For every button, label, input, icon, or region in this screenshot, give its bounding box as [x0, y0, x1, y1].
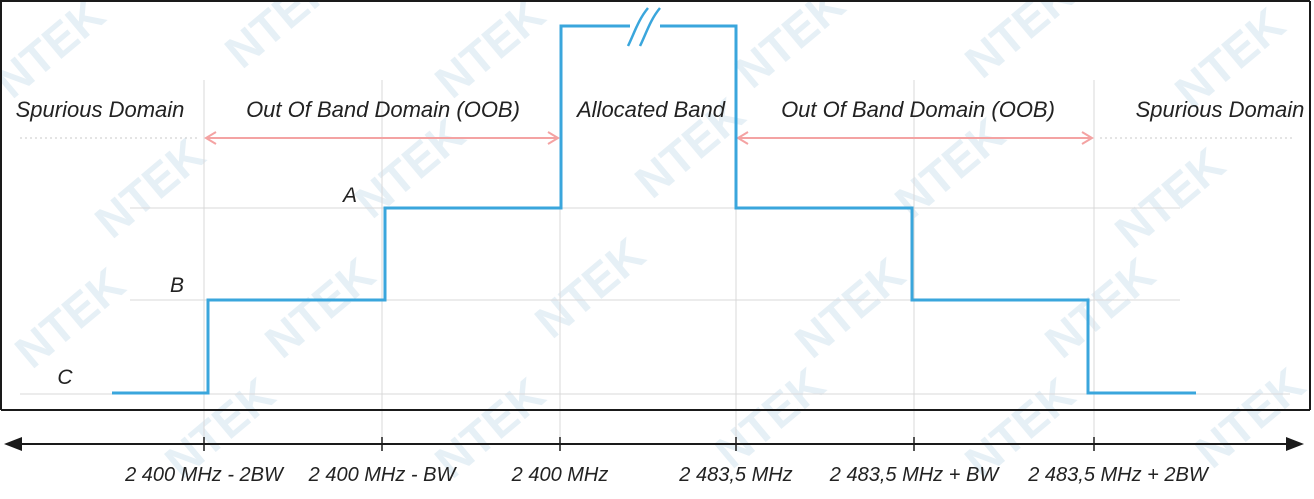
watermark-stamp: NTEK	[255, 248, 384, 368]
watermark-stamp: NTEK	[85, 128, 214, 248]
watermark-stamp: NTEK	[1185, 358, 1314, 478]
level-label-b: B	[170, 274, 184, 297]
oob-left-arrow	[204, 131, 560, 145]
axis-label: 2 483,5 MHz + BW	[829, 464, 1001, 486]
watermark-stamp: NTEK	[1105, 138, 1234, 258]
watermark-stamp: NTEK	[525, 228, 654, 348]
axis-label: 2 400 MHz - 2BW	[124, 464, 285, 486]
axis-label: 2 483,5 MHz + 2BW	[1027, 464, 1210, 486]
watermark-stamp: NTEK	[725, 0, 854, 98]
axis-break-icon	[626, 7, 661, 47]
watermark-stamp: NTEK	[785, 248, 914, 368]
level-label-c: C	[57, 366, 73, 389]
label-oob-left: Out Of Band Domain (OOB)	[246, 97, 520, 122]
watermark-stamp: NTEK	[5, 258, 134, 378]
axis-arrow-left-icon	[4, 437, 22, 451]
label-allocated-band: Allocated Band	[575, 97, 726, 122]
watermark-stamp: NTEK	[215, 0, 344, 78]
label-oob-right: Out Of Band Domain (OOB)	[781, 97, 1055, 122]
axis-label: 2 400 MHz	[511, 464, 609, 486]
level-label-a: A	[341, 184, 357, 207]
axis-label: 2 483,5 MHz	[678, 464, 792, 486]
watermark-stamp: NTEK	[425, 0, 554, 108]
watermark-stamp: NTEK	[345, 108, 474, 228]
oob-right-arrow	[736, 131, 1094, 145]
watermark-stamp: NTEK	[705, 358, 834, 478]
label-spurious-right: Spurious Domain	[1136, 97, 1305, 122]
watermark-stamp: NTEK	[885, 108, 1014, 228]
axis-arrow-right-icon	[1286, 437, 1304, 451]
watermark-stamp: NTEK	[955, 0, 1084, 88]
label-spurious-left: Spurious Domain	[16, 97, 185, 122]
watermark-stamp: NTEK	[0, 0, 114, 108]
frequency-axis: 2 400 MHz - 2BW 2 400 MHz - BW 2 400 MHz…	[1, 409, 1310, 486]
axis-label: 2 400 MHz - BW	[308, 464, 458, 486]
watermark-stamp: NTEK	[1035, 248, 1164, 368]
